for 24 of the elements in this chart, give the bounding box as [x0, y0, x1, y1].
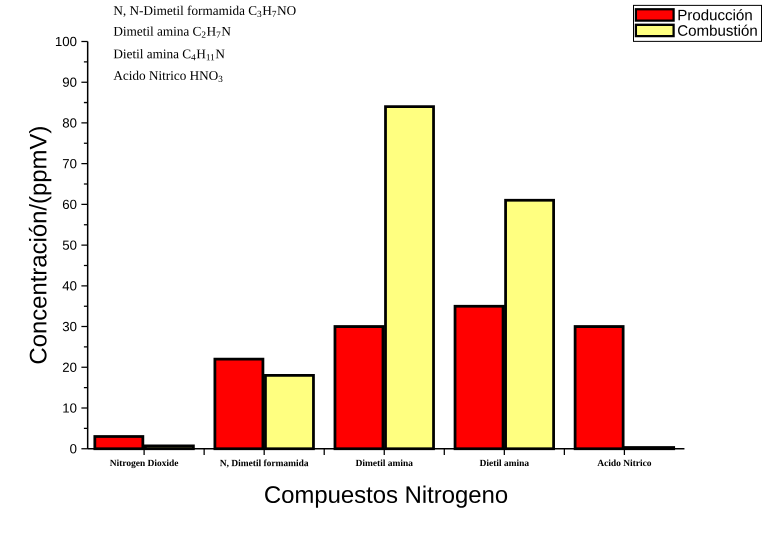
annotation: Acido Nitrico HNO$_{3}$ — [114, 70, 222, 82]
y-tick-label: 20 — [62, 362, 76, 372]
legend-label: Combustión — [678, 24, 757, 36]
x-tick-label: Nitrogen Dioxide — [110, 459, 178, 468]
x-tick-label: Acido Nitrico — [597, 459, 652, 466]
y-tick-label: 60 — [62, 200, 76, 210]
y-tick-label: 30 — [62, 322, 76, 332]
y-tick-label: 90 — [62, 78, 76, 87]
x-tick-label: Dimetil amina — [356, 459, 413, 466]
text: N, N-Dimetil formamida C$_{3}$H$_{7}$NO — [114, 6, 296, 18]
y-axis-title: Concentración/(ppmV) — [28, 127, 52, 364]
y-tick-label: 40 — [62, 281, 76, 291]
y-tick-label: 100 — [56, 36, 76, 46]
annotation: Dietil amina C$_{4}$H$_{11}$N — [114, 49, 225, 60]
y-tick-label: 0 — [70, 444, 76, 454]
y-tick-label: 10 — [63, 403, 76, 413]
x-tick-label: Dietil amina — [480, 459, 529, 466]
y-tick-label: 50 — [62, 240, 76, 250]
y-tick-label: 80 — [62, 118, 76, 128]
legend-label: Producción — [678, 9, 752, 20]
text: Dimetil amina C$_{2}$H$_{7}$N — [114, 26, 231, 38]
x-tick-label: N, Dimetil formamida — [220, 459, 308, 468]
y-tick-label: 70 — [62, 159, 76, 168]
x-axis-title: Compuestos Nitrogeno — [265, 486, 508, 508]
